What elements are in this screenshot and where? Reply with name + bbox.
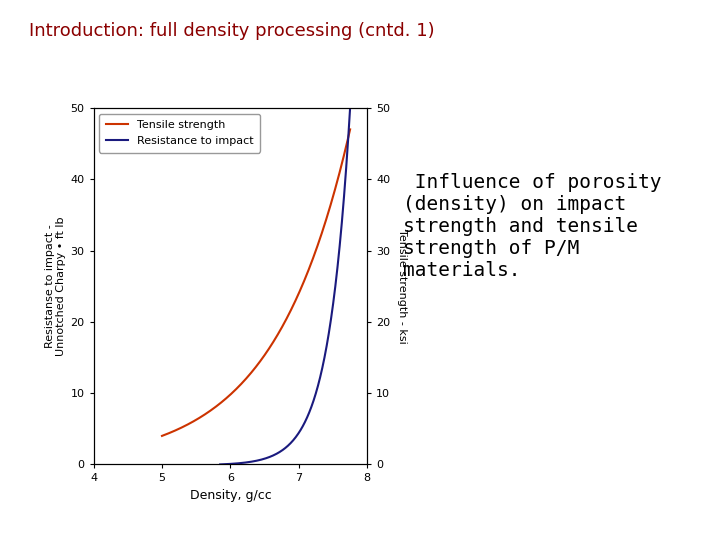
Tensile strength	[270, 338, 279, 344]
Legend: Tensile strength, Resistance to impact: Tensile strength, Resistance to impact	[99, 113, 260, 153]
Tensile strength	[346, 126, 354, 133]
Y-axis label: Resistanse to impact -
Unnotched Charpy • ft lb: Resistanse to impact - Unnotched Charpy …	[45, 217, 66, 356]
Resistance to impact	[293, 432, 302, 438]
Tensile strength	[328, 195, 337, 201]
Resistance to impact	[346, 105, 354, 111]
Resistance to impact	[293, 431, 302, 438]
Tensile strength	[158, 433, 167, 439]
X-axis label: Density, g/cc: Density, g/cc	[189, 489, 271, 502]
Tensile strength	[158, 433, 166, 439]
Line: Resistance to impact: Resistance to impact	[220, 108, 350, 464]
Tensile strength	[269, 339, 278, 345]
Resistance to impact	[333, 260, 342, 266]
Y-axis label: Tensile strength - ksi: Tensile strength - ksi	[397, 229, 407, 343]
Resistance to impact	[295, 428, 304, 435]
Resistance to impact	[325, 325, 334, 331]
Resistance to impact	[216, 461, 225, 468]
Tensile strength	[316, 234, 325, 240]
Line: Tensile strength: Tensile strength	[162, 130, 350, 436]
Resistance to impact	[216, 461, 225, 468]
Text: Influence of porosity
(density) on impact
strength and tensile
strength of P/M
m: Influence of porosity (density) on impac…	[403, 173, 662, 280]
Text: Introduction: full density processing (cntd. 1): Introduction: full density processing (c…	[29, 22, 434, 39]
Tensile strength	[273, 332, 282, 339]
